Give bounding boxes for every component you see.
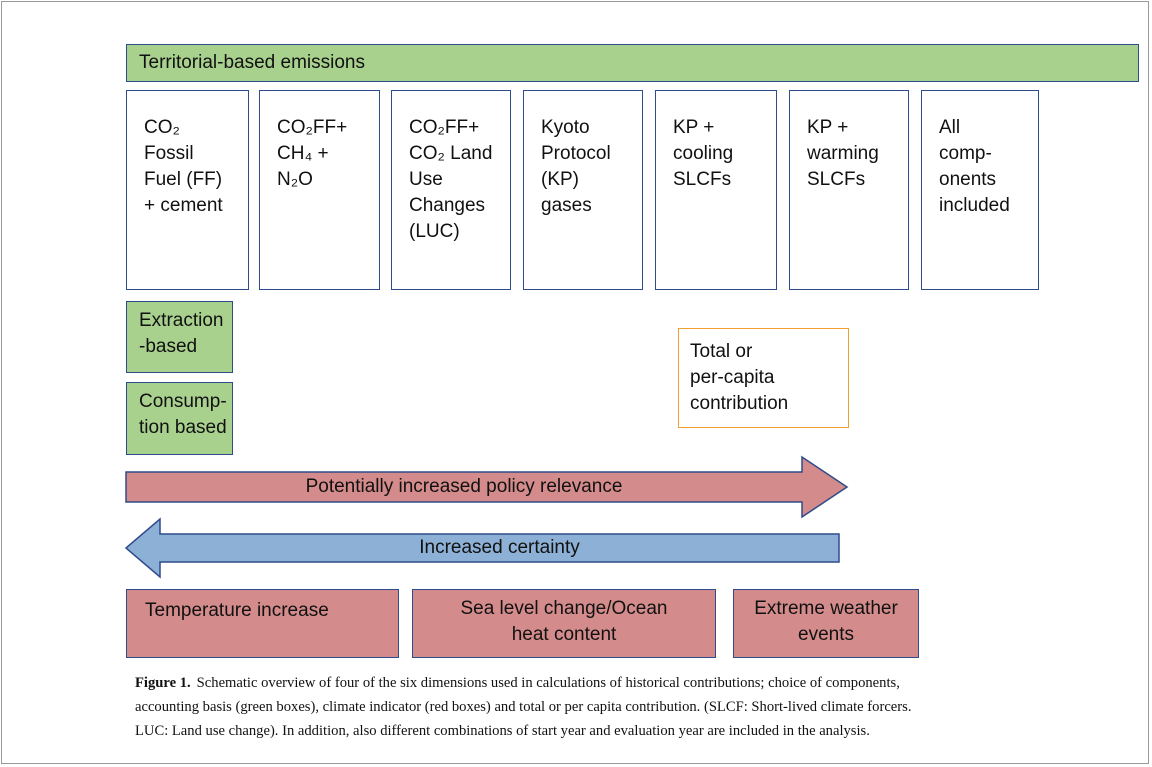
box-line: included <box>939 195 1010 216</box>
box-line: tion based <box>139 417 227 438</box>
box-line: events <box>798 624 854 645</box>
box-line: CO₂ <box>144 117 180 138</box>
box-line: SLCFs <box>673 169 732 190</box>
box-line: Consump- <box>139 391 227 412</box>
box-line: Extreme weather <box>754 598 898 619</box>
box-line: Total or <box>690 341 753 362</box>
box-line: CO₂FF+ <box>409 117 480 138</box>
box-line: heat content <box>511 624 617 645</box>
arrows <box>124 455 849 579</box>
policy-arrow <box>125 455 849 519</box>
box-line: -based <box>139 336 198 357</box>
policy-arrow-label: Potentially increased policy relevance <box>305 476 623 497</box>
territorial-bar: Territorial-based emissions <box>126 44 1139 82</box>
box-line: per-capita <box>690 367 775 388</box>
box-line: onents <box>939 169 997 190</box>
box-line: Extraction <box>139 310 224 331</box>
box-line: (KP) <box>541 169 579 190</box>
caption-line: accounting basis (green boxes), climate … <box>135 699 911 716</box>
caption-text: LUC: Land use change). In addition, also… <box>135 723 870 739</box>
box-line: (LUC) <box>409 221 460 242</box>
box-line: SLCFs <box>807 169 866 190</box>
box-line: Temperature increase <box>145 600 329 621</box>
certainty-arrow-label: Increased certainty <box>419 537 580 558</box>
box-line: KP + <box>807 117 849 138</box>
caption-text: Schematic overview of four of the six di… <box>196 675 900 691</box>
component-box: All comp-onents included <box>921 90 1039 290</box>
indicator-box: Sea level change/Ocean heat content <box>412 589 716 658</box>
component-box: Kyoto Protocol (KP) gases <box>523 90 643 290</box>
certainty-arrow <box>124 517 840 579</box>
caption-label: Figure 1. <box>135 675 191 691</box>
component-box: CO₂FF+ CH₄ + N₂O <box>259 90 380 290</box>
caption-text: accounting basis (green boxes), climate … <box>135 699 912 715</box>
box-line: cooling <box>673 143 734 164</box>
component-box: KP + cooling SLCFs <box>655 90 777 290</box>
box-line: Use <box>409 169 443 190</box>
box-line: comp- <box>939 143 992 164</box>
box-line: + cement <box>144 195 223 216</box>
box-line: Protocol <box>541 143 611 164</box>
box-line: Fossil <box>144 143 194 164</box>
caption-line: LUC: Land use change). In addition, also… <box>135 723 870 740</box>
contribution-box: Total or per-capita contribution <box>678 328 849 428</box>
territorial-label: Territorial-based emissions <box>139 52 365 73</box>
box-line: contribution <box>690 393 789 414</box>
box-line: Kyoto <box>541 117 590 138</box>
box-line: CO₂ Land <box>409 143 493 164</box>
consumption-box: Consump-tion based <box>126 382 233 455</box>
box-line: warming <box>807 143 879 164</box>
indicator-box: Extreme weather events <box>733 589 919 658</box>
extraction-box: Extraction -based <box>126 301 233 373</box>
component-box: CO₂FF+ CO₂ Land Use Changes (LUC) <box>391 90 511 290</box>
box-line: Fuel (FF) <box>144 169 223 190</box>
box-line: Sea level change/Ocean <box>460 598 668 619</box>
box-line: N₂O <box>277 169 313 190</box>
component-box: CO₂ Fossil Fuel (FF) + cement <box>126 90 249 290</box>
box-line: All <box>939 117 961 138</box>
box-line: Changes <box>409 195 486 216</box>
caption-line: Figure 1. Schematic overview of four of t… <box>135 675 900 692</box>
indicator-box: Temperature increase <box>126 589 399 658</box>
box-line: KP + <box>673 117 715 138</box>
box-line: gases <box>541 195 592 216</box>
box-line: CO₂FF+ <box>277 117 348 138</box>
box-line: CH₄ + <box>277 143 329 164</box>
component-box: KP + warming SLCFs <box>789 90 909 290</box>
